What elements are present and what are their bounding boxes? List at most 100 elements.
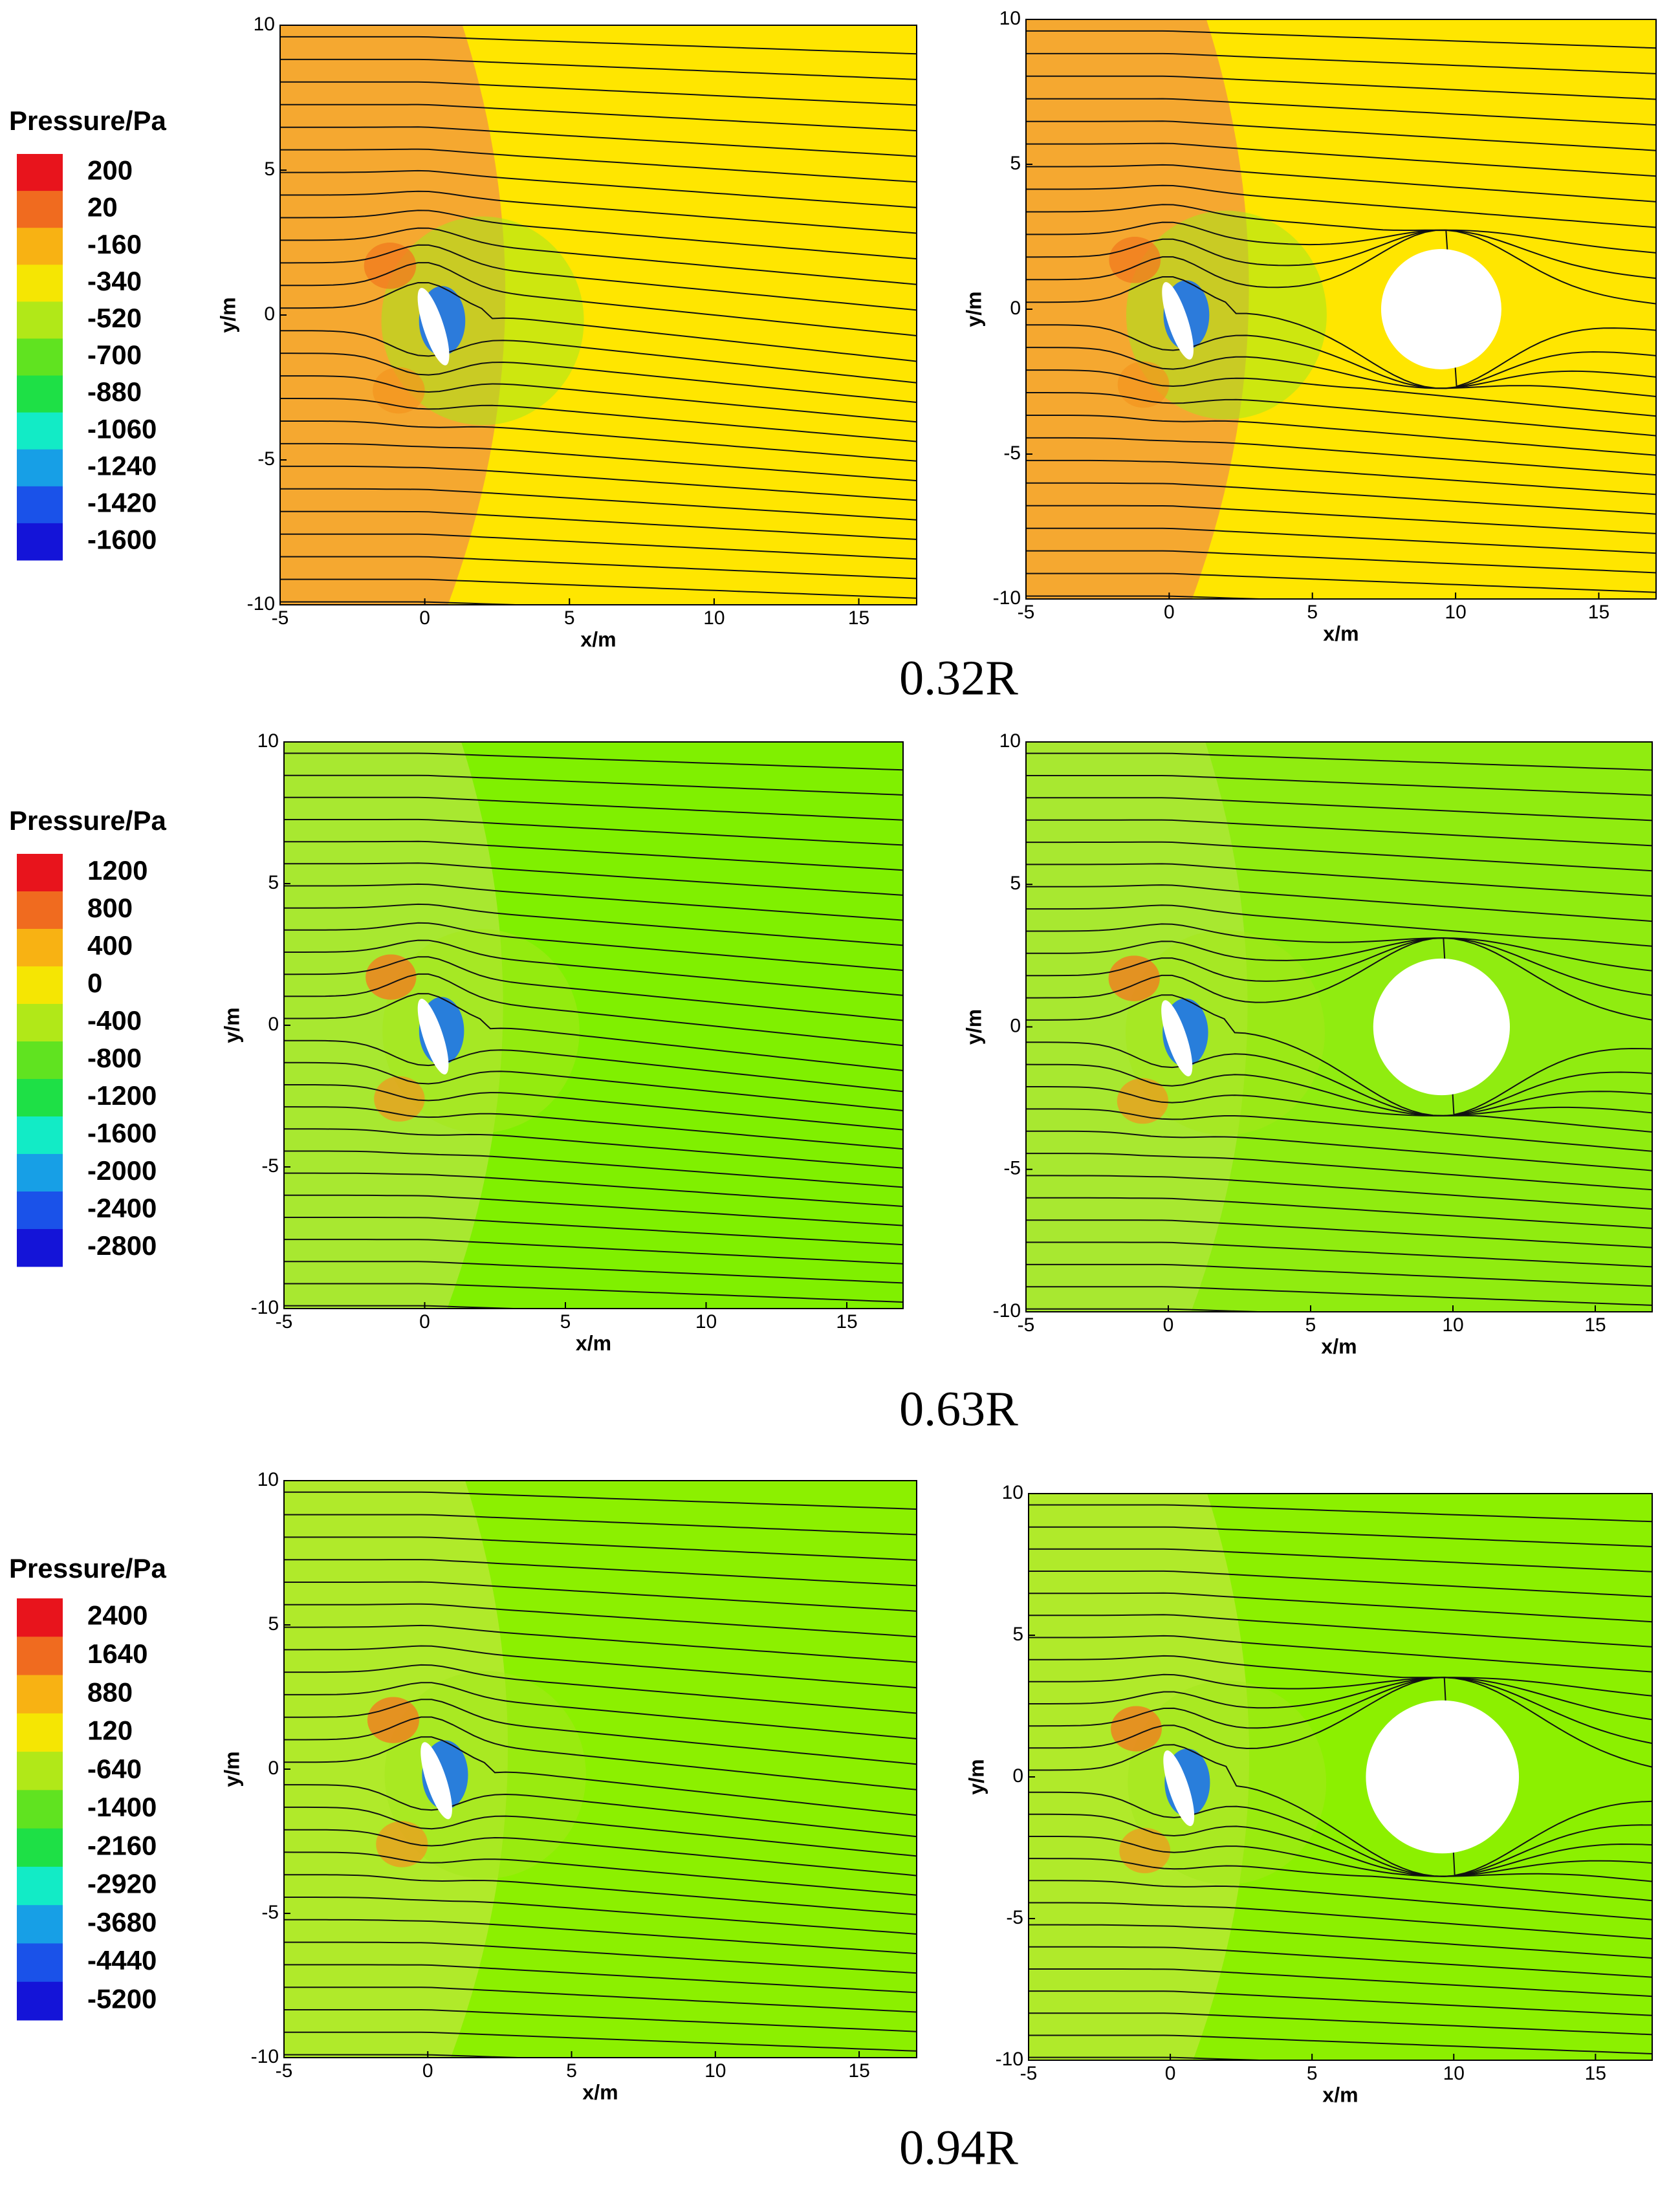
streamline [1026, 347, 1656, 397]
y-tick-label: 5 [1012, 1624, 1023, 1645]
row-label: 0.94R [899, 2120, 1018, 2175]
streamline [1029, 1614, 1652, 1648]
field-zone [382, 929, 580, 1133]
streamline [1029, 1677, 1652, 1745]
streamline [1026, 1175, 1652, 1210]
colorbar-label: -1600 [87, 1118, 157, 1148]
streamline [1029, 1655, 1652, 1697]
x-tick-label: 5 [566, 2060, 577, 2082]
y-tick-label: -5 [257, 448, 275, 470]
streamline [1029, 1858, 1652, 1902]
streamline [1029, 1677, 1652, 1877]
streamline [284, 939, 903, 996]
y-tick-label: -5 [261, 1155, 279, 1177]
streamline [284, 1106, 903, 1150]
streamline [284, 2031, 917, 2052]
streamline [280, 148, 917, 183]
y-tick-label: 5 [264, 158, 275, 180]
streamline [284, 1581, 917, 1612]
colorbar-band [17, 1229, 63, 1267]
colorbar-label: 800 [87, 893, 133, 923]
y-tick-label: -10 [993, 1300, 1021, 1322]
colorbar-label: -800 [87, 1043, 142, 1073]
y-axis-label: y/m [965, 1759, 988, 1794]
x-tick-label: 5 [1307, 2063, 1318, 2084]
streamline [1026, 863, 1652, 897]
y-tick-label: 5 [268, 872, 279, 893]
streamline [1026, 937, 1652, 996]
colorbar-band [17, 412, 63, 450]
x-tick-label: 10 [1445, 602, 1466, 623]
streamline [284, 1874, 917, 1915]
streamline [284, 1128, 903, 1169]
colorbar-band [17, 154, 63, 191]
y-axis-label: y/m [220, 1751, 243, 1787]
streamline [1026, 392, 1656, 437]
streamline [1026, 1063, 1652, 1116]
streamline [284, 1061, 903, 1111]
x-axis-label: x/m [576, 1331, 611, 1355]
streamline [1026, 229, 1656, 305]
colorbar-band [17, 1790, 63, 1829]
x-tick-label: 10 [1443, 2063, 1465, 2084]
y-tick-label: -5 [261, 1902, 279, 1923]
x-tick-label: -5 [1018, 1314, 1035, 1336]
streamline [1026, 505, 1656, 534]
x-tick-label: 5 [560, 1311, 571, 1333]
y-tick-label: -5 [1003, 1158, 1021, 1179]
streamline [280, 36, 917, 55]
streamline [1026, 775, 1652, 796]
streamline [284, 1305, 532, 1309]
y-tick-label: -10 [247, 593, 275, 615]
streamline [1029, 1570, 1652, 1598]
x-axis-label: x/m [1323, 622, 1358, 645]
high-pressure [1117, 361, 1170, 408]
high-pressure [367, 1697, 419, 1743]
streamline [284, 818, 903, 846]
streamline [284, 1897, 917, 1935]
streamline [280, 262, 917, 336]
streamline [284, 1217, 903, 1246]
streamline [284, 1194, 903, 1226]
colorbar-label: -3680 [87, 1907, 157, 1937]
colorbar-band [17, 1981, 63, 2021]
streamline [1026, 1108, 1652, 1152]
colorbar-label: 1640 [87, 1638, 147, 1669]
streamline [284, 2009, 917, 2032]
colorbar-label: 400 [87, 930, 133, 961]
streamline [1026, 994, 1652, 1116]
x-tick-label: 15 [848, 2060, 869, 2082]
streamline [1026, 1130, 1652, 1171]
x-tick-label: -5 [276, 2060, 293, 2082]
streamline [1029, 2034, 1652, 2054]
streamline [284, 2054, 538, 2058]
streamline [1026, 437, 1656, 476]
colorbar-band [17, 265, 63, 302]
streamline [280, 353, 917, 403]
plot-area [284, 1481, 917, 2058]
y-axis-label: y/m [216, 297, 239, 332]
x-tick-label: -5 [272, 607, 289, 629]
y-tick-label: 10 [999, 730, 1021, 752]
y-tick-label: 0 [264, 303, 275, 325]
streamline [1026, 1197, 1652, 1229]
field-zone [381, 216, 584, 426]
y-tick-label: 5 [268, 1613, 279, 1635]
colorbar-label: 1200 [87, 855, 147, 886]
streamline [1026, 369, 1656, 417]
streamline [1026, 527, 1656, 554]
streamline [1026, 415, 1656, 456]
streamline [280, 210, 917, 260]
streamline [280, 398, 917, 442]
x-tick-label: 5 [564, 607, 575, 629]
streamline [1026, 75, 1656, 100]
streamline [1026, 923, 1652, 972]
colorbar-label: -4440 [87, 1945, 157, 1975]
high-pressure [1109, 237, 1161, 283]
streamline [284, 796, 903, 821]
streamline [284, 993, 903, 1071]
streamline [280, 169, 917, 208]
colorbar-label: -2000 [87, 1155, 157, 1186]
streamline [284, 1514, 917, 1536]
